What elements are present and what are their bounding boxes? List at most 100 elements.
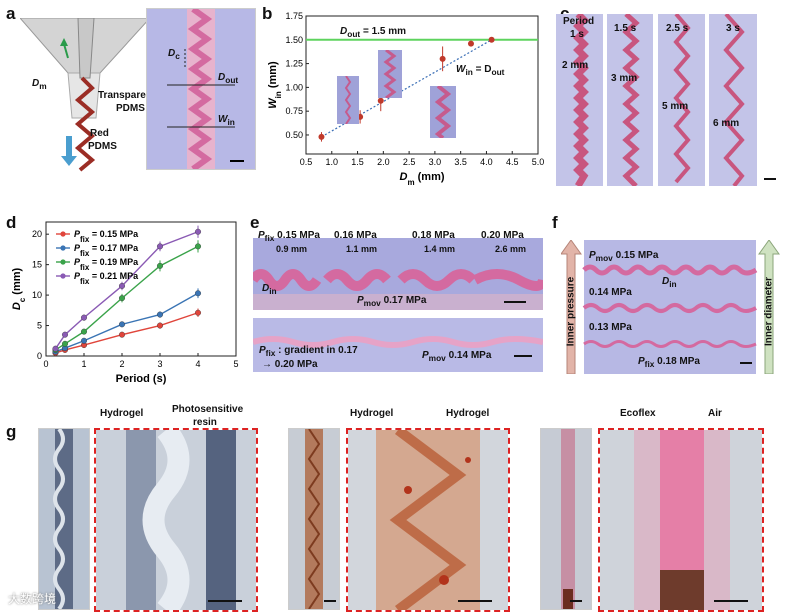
x-axis-label-d: Period (s) — [116, 373, 167, 385]
f-din: Din — [662, 276, 677, 289]
y-tick-label-d: 15 — [32, 260, 42, 270]
x-tick-label-b: 0.5 — [300, 157, 313, 167]
inset-3 — [430, 86, 456, 138]
plot-frame-d — [45, 221, 237, 357]
panel-d-label: d — [6, 213, 17, 232]
data-point-d — [194, 290, 201, 297]
g3-overview — [540, 428, 592, 610]
x-tick-label-d: 0 — [43, 359, 48, 369]
e-w4: 2.6 mm — [495, 244, 527, 254]
legend-label-d: Pfix = 0.17 MPa — [74, 243, 139, 258]
g3-zoom — [598, 428, 764, 612]
legend-marker-d — [60, 231, 66, 237]
scale-bar-a — [230, 160, 244, 162]
x-tick-label-d: 4 — [195, 359, 200, 369]
panel-e-label: e — [250, 213, 260, 232]
g-hydrogel-3: Hydrogel — [446, 408, 490, 419]
fiber-photos-f — [561, 240, 780, 374]
legend-marker-d — [60, 245, 66, 251]
inner-pressure-arrow: Inner pressure — [565, 276, 577, 347]
e-p2: 0.16 MPa — [334, 230, 377, 241]
period-label: Period — [563, 16, 595, 27]
nozzle-schematic — [20, 18, 150, 172]
x-tick-label-b: 5.0 — [532, 157, 545, 167]
data-point-d — [80, 328, 87, 335]
y-tick-label-b: 1.50 — [285, 35, 303, 45]
e-pfix-1: Pfix 0.15 MPa — [258, 230, 320, 243]
dm-label: Dm — [32, 78, 47, 91]
series-line-d — [55, 312, 199, 354]
fiber-photos-e — [253, 238, 543, 372]
chart-b: 0.5 1.0 1.5 2.0 2.5 3.0 3.5 4.0 4.5 5.0 0.50 0.75 1.… — [267, 11, 545, 187]
time-2: 1.5 s — [614, 23, 637, 34]
data-point-d — [80, 314, 87, 321]
f-v3: 0.13 MPa — [589, 322, 632, 333]
g-hydrogel-2: Hydrogel — [350, 408, 394, 419]
inner-diameter-arrow: Inner diameter — [763, 277, 775, 346]
legend-label-d: Pfix = 0.21 MPa — [74, 271, 139, 286]
data-point-b — [377, 97, 384, 104]
plot-frame-b — [305, 15, 539, 155]
x-tick-label-d: 1 — [81, 359, 86, 369]
g-resin: resin — [193, 417, 217, 428]
y-tick-label-d: 10 — [32, 290, 42, 300]
e-pmov-1: Pmov 0.17 MPa — [357, 295, 427, 308]
scale-bar-f — [740, 362, 752, 364]
dout-label: Dout — [218, 72, 239, 85]
x-tick-label-b: 4.0 — [480, 157, 493, 167]
x-tick-label-b: 3.5 — [454, 157, 467, 167]
scale-bar-g3 — [458, 600, 492, 602]
scale-bar-g2 — [324, 600, 336, 602]
panel-b-label: b — [262, 4, 273, 23]
data-point-d — [156, 311, 163, 318]
data-point-d — [118, 282, 125, 289]
red-label: Red — [90, 128, 109, 139]
data-point-b — [467, 40, 474, 47]
transparent-label: Transparent — [98, 90, 156, 101]
data-point-d — [118, 331, 125, 338]
fiber-photos-c — [556, 14, 757, 186]
series-line-d — [55, 292, 199, 353]
data-point-b — [439, 55, 446, 62]
dout-line-label: Dout = 1.5 mm — [340, 26, 407, 39]
legend-marker-d — [60, 273, 66, 279]
data-point-d — [62, 331, 69, 338]
data-point-d — [118, 295, 125, 302]
pdms-label-2: PDMS — [88, 141, 117, 152]
period-mm-4: 6 mm — [713, 118, 740, 129]
x-tick-label-b: 1.5 — [351, 157, 364, 167]
panel-c-label: c — [560, 4, 570, 23]
period-mm-1: 2 mm — [562, 60, 589, 71]
g-photosensitive: Photosensitive — [172, 404, 244, 415]
y-tick-label-d: 20 — [32, 229, 42, 239]
y-tick-label-b: 0.50 — [285, 130, 303, 140]
f-pmov: Pmov 0.15 MPa — [589, 250, 659, 263]
period-mm-3: 5 mm — [662, 101, 689, 112]
time-3: 2.5 s — [666, 23, 689, 34]
e-pmov-2: Pmov 0.14 MPa — [422, 350, 492, 363]
x-tick-label-d: 2 — [119, 359, 124, 369]
data-point-d — [156, 243, 163, 250]
time-1: 1 s — [570, 29, 584, 40]
y-tick-label-b: 1.75 — [285, 11, 303, 21]
g2-zoom — [346, 428, 510, 612]
y-axis-label-d: Dc (mm) — [11, 267, 27, 310]
pdms-label-1: PDMS — [116, 103, 145, 114]
e-w1: 0.9 mm — [276, 244, 308, 254]
g1-overview — [38, 428, 90, 610]
x-tick-label-b: 1.0 — [326, 157, 339, 167]
x-tick-label-b: 2.0 — [377, 157, 390, 167]
data-point-d — [52, 345, 59, 352]
f-pfix: Pfix 0.18 MPa — [638, 356, 700, 369]
data-point-d — [156, 322, 163, 329]
inset-1 — [337, 76, 359, 124]
time-4: 3 s — [726, 23, 740, 34]
g2-overview — [288, 428, 340, 610]
win-label: Win — [218, 114, 235, 127]
scale-bar-e1 — [504, 301, 526, 303]
x-axis-label-b: Dm (mm) — [399, 171, 444, 187]
data-point-d — [80, 337, 87, 344]
e-p3: 0.18 MPa — [412, 230, 455, 241]
y-tick-label-b: 1.00 — [285, 82, 303, 92]
